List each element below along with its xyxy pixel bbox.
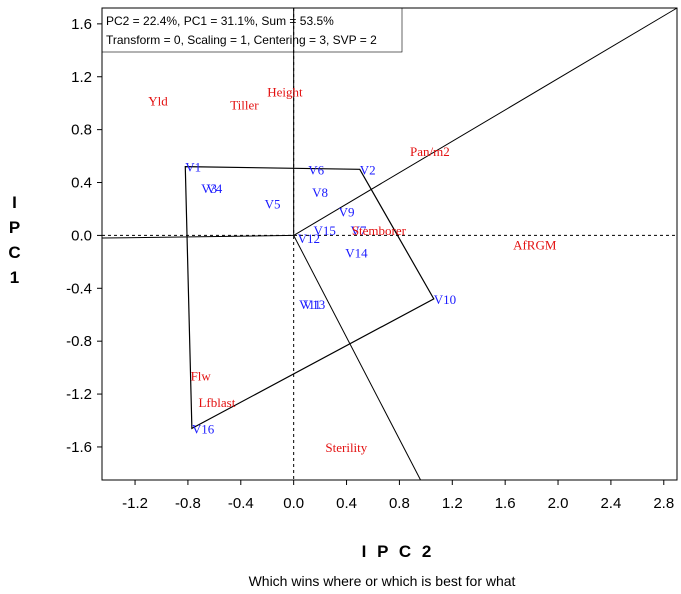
plot-frame <box>101 7 678 481</box>
genotype-label: V2 <box>360 162 376 177</box>
y-axis-title-letter: 1 <box>10 268 22 287</box>
genotype-label: V12 <box>298 231 320 246</box>
x-tick-label: 0.8 <box>389 495 410 512</box>
genotype-label: V1 <box>185 160 201 175</box>
x-tick-label: 1.2 <box>442 495 463 512</box>
x-tick-label: 2.4 <box>600 495 621 512</box>
genotype-label: V14 <box>345 246 368 261</box>
x-tick-label: 0.0 <box>283 495 304 512</box>
y-axis-title: I P C 1 <box>8 193 23 287</box>
environment-label: Stemborer <box>352 223 407 238</box>
genotype-label: V15 <box>313 223 335 238</box>
sector-ray <box>293 235 422 481</box>
x-tick-label: 2.8 <box>653 495 674 512</box>
x-tick-label: -1.2 <box>122 495 148 512</box>
environment-label: Pan/m2 <box>410 144 450 159</box>
sector-ray <box>101 234 294 239</box>
info-box: PC2 = 22.4%, PC1 = 31.1%, Sum = 53.5% Tr… <box>101 7 403 53</box>
y-axis-ticks: 1.6 1.2 0.8 0.4 0.0 -0.4 -0.8 -1.2 -1.6 <box>66 16 102 456</box>
y-tick-label: 1.2 <box>71 69 92 86</box>
info-box-frame <box>101 7 403 53</box>
y-axis-title-letter: C <box>8 243 23 262</box>
environment-label: Height <box>267 84 303 99</box>
x-axis-ticks: -1.2 -0.8 -0.4 0.0 0.4 0.8 1.2 1.6 2.0 2.4 2.8 <box>122 480 674 512</box>
environment-label: Tiller <box>230 98 259 113</box>
genotype-label: V10 <box>434 292 456 307</box>
convex-hull-polygon <box>184 166 435 430</box>
zero-reference-lines <box>102 8 677 480</box>
environment-label: Sterility <box>325 440 367 455</box>
y-tick-label: -1.2 <box>66 386 92 403</box>
environment-label: Yld <box>148 94 168 109</box>
x-tick-label: 0.4 <box>336 495 357 512</box>
genotype-label: V4 <box>206 181 222 196</box>
genotype-label: V6 <box>308 162 324 177</box>
environment-label: Flw <box>191 369 212 384</box>
y-tick-label: 0.8 <box>71 122 92 139</box>
x-tick-label: -0.8 <box>175 495 201 512</box>
chart-caption: Which wins where or which is best for wh… <box>249 573 516 589</box>
environment-label: Lfblast <box>198 395 235 410</box>
info-line-2: Transform = 0, Scaling = 1, Centering = … <box>106 33 377 47</box>
genotype-label: V7 <box>351 223 367 238</box>
info-line-1: PC2 = 22.4%, PC1 = 31.1%, Sum = 53.5% <box>106 14 334 28</box>
polygon-outline <box>184 166 435 430</box>
y-tick-label: -0.8 <box>66 333 92 350</box>
y-tick-label: 1.6 <box>71 16 92 33</box>
y-tick-label: 0.4 <box>71 175 92 192</box>
genotype-label: V13 <box>303 297 325 312</box>
environment-labels: Yld Tiller Height Pan/m2 Stemborer AfRGM Flw Lf… <box>148 84 557 455</box>
genotype-label: V3 <box>201 181 217 196</box>
genotype-label: V5 <box>265 197 281 212</box>
environment-label: AfRGM <box>513 238 557 253</box>
y-tick-label: -1.6 <box>66 439 92 456</box>
genotype-label: V16 <box>192 421 215 436</box>
x-tick-label: 1.6 <box>495 495 516 512</box>
genotype-label: V8 <box>312 185 328 200</box>
y-axis-title-letter: P <box>9 218 23 237</box>
x-tick-label: 2.0 <box>548 495 569 512</box>
y-axis-title-letter: I <box>12 193 20 212</box>
x-tick-label: -0.4 <box>228 495 254 512</box>
sector-rays <box>101 7 678 481</box>
y-tick-label: 0.0 <box>71 227 92 244</box>
x-axis-title: I P C 2 <box>362 542 435 561</box>
genotype-label: V9 <box>339 205 355 220</box>
y-tick-label: -0.4 <box>66 280 92 297</box>
sector-ray <box>293 7 678 236</box>
genotype-label: V11 <box>299 297 321 312</box>
